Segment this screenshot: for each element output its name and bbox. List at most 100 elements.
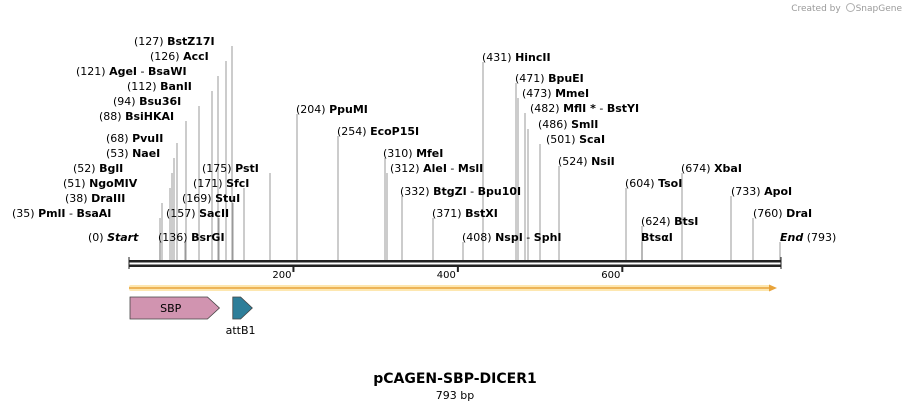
- site-name-alei: AleI: [423, 162, 447, 175]
- site-pos-mfei: (310): [383, 147, 416, 160]
- site-label-end[interactable]: End (793): [780, 231, 836, 244]
- feature-attb1[interactable]: [232, 296, 253, 320]
- site-label-bsihkai[interactable]: (88) BsiHKAI: [99, 110, 174, 123]
- site-label-mfei[interactable]: (310) MfeI: [383, 147, 443, 160]
- site-name-tsoi: TsoI: [658, 177, 682, 190]
- site-label-btgzi[interactable]: (332) BtgZI - Bpu10I: [400, 185, 521, 198]
- site-label-draiii[interactable]: (38) DraIII: [65, 192, 125, 205]
- site-label-stui[interactable]: (169) StuI: [182, 192, 240, 205]
- site-name-ecop15i: EcoP15I: [370, 125, 419, 138]
- site-label-bts-i[interactable]: BtsαI: [641, 231, 673, 244]
- site-pos-draiii: (38): [65, 192, 91, 205]
- site-pos-banii: (112): [127, 80, 160, 93]
- site-leader-lines: [159, 46, 781, 261]
- site-name-sacii: SacII: [199, 207, 229, 220]
- credit-brand: SnapGene: [855, 4, 902, 14]
- site-label-mfli[interactable]: (482) MflI * - BstYI: [530, 102, 639, 115]
- site-label-start[interactable]: (0) Start: [88, 231, 139, 244]
- site-pos-sacii: (157): [166, 207, 199, 220]
- site-label-btsi[interactable]: (624) BtsI: [641, 215, 698, 228]
- site-label-drai[interactable]: (760) DraI: [753, 207, 812, 220]
- snapgene-credit: Created by SnapGene: [791, 3, 902, 14]
- site-pos-psti: (175): [202, 162, 235, 175]
- site-label-bsrgi[interactable]: (136) BsrGI: [158, 231, 225, 244]
- site-name-banii: BanII: [160, 80, 192, 93]
- site-label-ecop15i[interactable]: (254) EcoP15I: [337, 125, 419, 138]
- site-name-nsii: NsiI: [591, 155, 615, 168]
- site-label-banii[interactable]: (112) BanII: [127, 80, 192, 93]
- site-name-start: Start: [107, 231, 139, 244]
- site-name-bpuei: BpuEI: [548, 72, 584, 85]
- site-pos-ppumi: (204): [296, 103, 329, 116]
- plasmid-length: 793 bp: [435, 389, 475, 402]
- site-label-sfci[interactable]: (171) SfcI: [193, 177, 249, 190]
- site-name2-mfli: BstYI: [607, 102, 639, 115]
- site-name-xbai: XbaI: [714, 162, 742, 175]
- site-label-nspi[interactable]: (408) NspI - SphI: [462, 231, 562, 244]
- site-name-agei: AgeI: [109, 65, 137, 78]
- site-name-psti: PstI: [235, 162, 259, 175]
- site-label-pmli[interactable]: (35) PmlI - BsaAI: [12, 207, 111, 220]
- site-name-bgli: BglI: [99, 162, 123, 175]
- site-label-mmei[interactable]: (473) MmeI: [522, 87, 589, 100]
- site-name-apoi: ApoI: [764, 185, 792, 198]
- site-pos-hincii: (431): [482, 51, 515, 64]
- site-label-bgli[interactable]: (52) BglI: [73, 162, 123, 175]
- site-label-bstxi[interactable]: (371) BstXI: [432, 207, 498, 220]
- site-label-sacii[interactable]: (157) SacII: [166, 207, 229, 220]
- site-label-xbai[interactable]: (674) XbaI: [681, 162, 742, 175]
- site-label-acci[interactable]: (126) AccI: [150, 50, 209, 63]
- site-name-draiii: DraIII: [91, 192, 125, 205]
- site-label-pvuii[interactable]: (68) PvuII: [106, 132, 163, 145]
- site-pos-bpuei: (471): [515, 72, 548, 85]
- site-label-smli[interactable]: (486) SmlI: [538, 118, 598, 131]
- site-label-alei[interactable]: (312) AleI - MslI: [390, 162, 483, 175]
- site-pos-bsrgi: (136): [158, 231, 191, 244]
- site-pos-nsii: (524): [558, 155, 591, 168]
- credit-prefix: Created by: [791, 4, 841, 14]
- site-name-ngomiv: NgoMIV: [89, 177, 138, 190]
- plasmid-name: pCAGEN-SBP-DICER1: [373, 371, 537, 387]
- site-name-mfli: MflI *: [563, 102, 596, 115]
- site-name2-btgzi: Bpu10I: [478, 185, 522, 198]
- site-pos-btgzi: (332): [400, 185, 433, 198]
- site-name-scai: ScaI: [579, 133, 605, 146]
- site-name-bts-i: BtsαI: [641, 231, 673, 244]
- site-pos-scai: (501): [546, 133, 579, 146]
- site-label-bpuei[interactable]: (471) BpuEI: [515, 72, 584, 85]
- tick-label-200: 200: [272, 270, 291, 281]
- site-name-drai: DraI: [786, 207, 812, 220]
- site-label-psti[interactable]: (175) PstI: [202, 162, 259, 175]
- site-pos-apoi: (733): [731, 185, 764, 198]
- site-label-ppumi[interactable]: (204) PpuMI: [296, 103, 368, 116]
- site-pos-bgli: (52): [73, 162, 99, 175]
- site-label-apoi[interactable]: (733) ApoI: [731, 185, 792, 198]
- feature-track: SBP attB1: [129, 296, 256, 337]
- site-pos-agei: (121): [76, 65, 109, 78]
- site-pos-stui: (169): [182, 192, 215, 205]
- site-label-nsii[interactable]: (524) NsiI: [558, 155, 615, 168]
- site-name-nspi: NspI: [495, 231, 523, 244]
- site-label-tsoi[interactable]: (604) TsoI: [625, 177, 682, 190]
- site-name-bstz17i: BstZ17I: [167, 35, 215, 48]
- site-pos-btsi: (624): [641, 215, 674, 228]
- site-pos-pmli: (35): [12, 207, 38, 220]
- site-pos-mmei: (473): [522, 87, 555, 100]
- feature-sbp[interactable]: [129, 296, 221, 320]
- site-label-ngomiv[interactable]: (51) NgoMIV: [63, 177, 138, 190]
- site-name-btsi: BtsI: [674, 215, 698, 228]
- site-label-hincii[interactable]: (431) HincII: [482, 51, 551, 64]
- site-label-bsu36i[interactable]: (94) Bsu36I: [113, 95, 181, 108]
- site-name-hincii: HincII: [515, 51, 551, 64]
- site-name-bstxi: BstXI: [465, 207, 498, 220]
- site-label-agei[interactable]: (121) AgeI - BsaWI: [76, 65, 187, 78]
- site-label-scai[interactable]: (501) ScaI: [546, 133, 605, 146]
- site-label-bstz17i[interactable]: (127) BstZ17I: [134, 35, 215, 48]
- site-name-naei: NaeI: [132, 147, 160, 160]
- site-pos-drai: (760): [753, 207, 786, 220]
- site-label-naei[interactable]: (53) NaeI: [106, 147, 160, 160]
- site-name2-pmli: BsaAI: [76, 207, 111, 220]
- orf-arrowhead: [769, 284, 777, 292]
- site-pos-mfli: (482): [530, 102, 563, 115]
- ruler-ticks: 200 400 600: [272, 267, 624, 281]
